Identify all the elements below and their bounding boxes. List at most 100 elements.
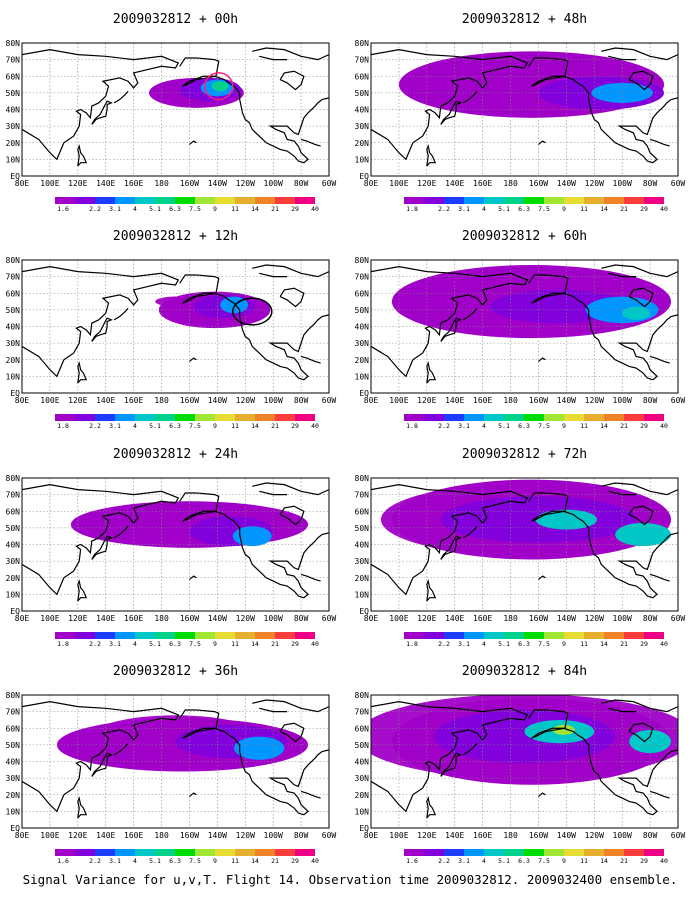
lon-tick-label: 80E xyxy=(364,396,379,405)
lon-tick-label: 80W xyxy=(294,831,309,840)
caption: Signal Variance for u,v,T. Flight 14. Ob… xyxy=(22,872,678,887)
colorbar-label: 1.8 xyxy=(406,422,418,430)
coastline xyxy=(259,272,288,278)
lon-tick-label: 120W xyxy=(585,831,604,840)
lon-tick-label: 60W xyxy=(671,396,686,405)
colorbar-swatch xyxy=(584,849,604,856)
coastline xyxy=(189,140,197,145)
lon-tick-label: 80E xyxy=(364,614,379,623)
colorbar-swatch xyxy=(624,849,644,856)
coastline xyxy=(628,70,654,91)
coastlines xyxy=(371,482,678,602)
lat-tick-label: 10N xyxy=(355,807,370,816)
lon-tick-label: 140W xyxy=(208,179,227,188)
colorbar-swatch xyxy=(135,849,155,856)
lon-tick-label: 80E xyxy=(15,614,30,623)
lat-tick-label: 60N xyxy=(6,72,21,81)
coastline xyxy=(608,490,637,496)
colorbar-label: 2.2 xyxy=(89,422,101,430)
lat-tick-label: 50N xyxy=(355,306,370,315)
colorbar-swatch xyxy=(504,632,524,639)
panel-title: 2009032812 + 36h xyxy=(113,664,238,679)
lon-tick-label: 100E xyxy=(389,614,408,623)
coastline xyxy=(528,57,678,164)
lon-tick-label: 60W xyxy=(322,396,337,405)
lat-tick-label: EQ xyxy=(10,824,20,833)
lat-tick-label: 30N xyxy=(355,557,370,566)
lon-tick-label: 180 xyxy=(503,179,518,188)
lat-tick-label: 20N xyxy=(6,139,21,148)
colorbar-label: 6.3 xyxy=(169,857,181,865)
colorbar-label: 5.1 xyxy=(498,857,510,865)
lon-tick-label: 180 xyxy=(503,831,518,840)
colorbar-label: 9 xyxy=(213,205,217,213)
lon-tick-label: 100E xyxy=(40,831,59,840)
lat-tick-label: 70N xyxy=(6,56,21,65)
lat-tick-label: 80N xyxy=(355,691,370,700)
variance-region xyxy=(535,509,598,530)
colorbar-label: 11 xyxy=(231,640,239,648)
colorbar-label: 29 xyxy=(291,422,299,430)
coastline xyxy=(77,579,88,602)
lat-tick-label: EQ xyxy=(359,824,369,833)
colorbar: 1.8 2.2 3.1 4 5.1 6.3 7.5 9 11 14 21 29 40 xyxy=(55,414,319,430)
lat-tick-label: 40N xyxy=(355,541,370,550)
colorbar-label: 11 xyxy=(580,205,588,213)
colorbar: 1.6 2.2 3.1 4 5.1 6.3 7.5 9 11 14 21 29 40 xyxy=(404,849,668,865)
gridlines xyxy=(22,260,329,393)
coastline xyxy=(462,742,478,756)
colorbar-label: 4 xyxy=(482,640,486,648)
lon-tick-label: 120E xyxy=(417,831,436,840)
colorbar-swatch xyxy=(624,632,644,639)
colorbar-swatch xyxy=(544,632,564,639)
colorbar: 1.6 2.2 3.1 4 5.1 6.3 7.5 9 11 14 21 29 40 xyxy=(55,849,319,865)
colorbar-swatch xyxy=(524,849,544,856)
coastline xyxy=(608,272,637,278)
colorbar-label: 6.3 xyxy=(518,640,530,648)
colorbar-swatch xyxy=(175,632,195,639)
colorbar-label: 6.3 xyxy=(518,857,530,865)
lon-tick-label: 180 xyxy=(154,179,169,188)
colorbar-swatch xyxy=(275,632,295,639)
lon-tick-label: 140E xyxy=(445,396,464,405)
coastline xyxy=(91,100,113,125)
variance-region xyxy=(615,522,672,547)
lat-tick-label: 10N xyxy=(6,155,21,164)
colorbar-label: 14 xyxy=(251,640,259,648)
lat-tick-label: 60N xyxy=(6,507,21,516)
colorbar-swatch xyxy=(155,849,175,856)
lat-tick-label: 60N xyxy=(6,724,21,733)
lat-tick-label: 80N xyxy=(6,256,21,265)
colorbar-swatch xyxy=(624,414,644,421)
coastlines xyxy=(22,699,329,819)
colorbar-label: 29 xyxy=(640,422,648,430)
coastline xyxy=(601,699,678,713)
lon-tick-label: 160W xyxy=(529,179,548,188)
colorbar-swatch xyxy=(115,632,135,639)
colorbar-label: 11 xyxy=(580,640,588,648)
colorbar-swatch xyxy=(235,632,255,639)
colorbar-swatch xyxy=(564,632,584,639)
lon-tick-label: 160E xyxy=(124,396,143,405)
coastline xyxy=(179,709,329,816)
colorbar-swatch xyxy=(444,849,464,856)
colorbar-swatch xyxy=(235,849,255,856)
colorbar-swatch xyxy=(424,632,444,639)
coastline xyxy=(279,287,305,308)
colorbar-swatch xyxy=(255,849,275,856)
lon-tick-label: 100W xyxy=(264,396,283,405)
colorbar-label: 7.5 xyxy=(538,205,550,213)
lon-tick-label: 120E xyxy=(68,396,87,405)
colorbar-label: 7.5 xyxy=(538,640,550,648)
lon-tick-label: 100W xyxy=(613,179,632,188)
coastline xyxy=(426,144,437,167)
colorbar-label: 7.5 xyxy=(189,205,201,213)
colorbar-swatch xyxy=(604,632,624,639)
colorbar-swatch xyxy=(424,414,444,421)
lat-tick-label: 40N xyxy=(6,323,21,332)
colorbar-label: 3.1 xyxy=(109,640,121,648)
lat-tick-label: 10N xyxy=(6,590,21,599)
colorbar-swatch xyxy=(484,414,504,421)
colorbar-label: 2.2 xyxy=(438,857,450,865)
lon-tick-label: 80W xyxy=(643,831,658,840)
